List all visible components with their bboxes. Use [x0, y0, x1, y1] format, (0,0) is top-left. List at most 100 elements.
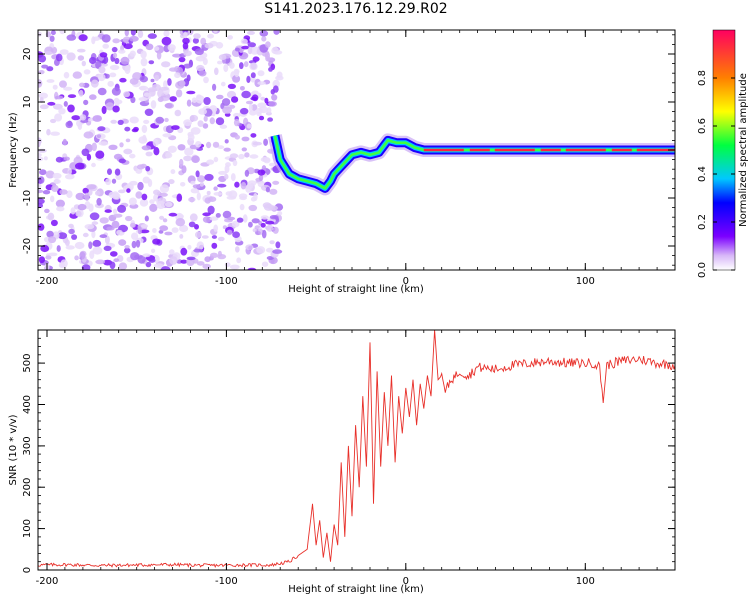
- noise-blob: [70, 207, 76, 215]
- noise-blob: [116, 229, 123, 236]
- noise-blob: [104, 235, 110, 245]
- noise-blob: [137, 255, 146, 264]
- noise-blob: [219, 124, 228, 129]
- noise-blob: [236, 257, 242, 264]
- noise-blob: [153, 46, 160, 51]
- noise-blob: [141, 193, 148, 201]
- noise-blob: [183, 63, 192, 69]
- noise-blob: [234, 47, 240, 52]
- noise-blob: [50, 118, 57, 124]
- noise-blob: [260, 222, 266, 228]
- noise-blob: [77, 48, 86, 53]
- noise-blob: [52, 84, 58, 90]
- noise-blob: [250, 62, 257, 70]
- noise-blob: [269, 188, 278, 195]
- noise-blob: [238, 153, 245, 160]
- noise-blob: [129, 116, 139, 124]
- noise-blob: [141, 145, 152, 151]
- noise-blob: [203, 115, 208, 122]
- noise-blob: [175, 89, 183, 98]
- noise-blob: [38, 138, 42, 147]
- noise-blob: [124, 30, 129, 37]
- noise-blob: [168, 179, 175, 185]
- noise-blob: [145, 165, 151, 172]
- noise-blob: [226, 229, 233, 236]
- spectrogram-x-axis-label: Height of straight line (km): [288, 284, 424, 295]
- noise-blob: [117, 204, 127, 213]
- noise-blob: [91, 221, 99, 225]
- noise-blob: [83, 69, 91, 75]
- noise-blob: [154, 74, 160, 82]
- noise-blob: [38, 176, 45, 184]
- noise-blob: [86, 184, 97, 190]
- noise-blob: [207, 33, 215, 39]
- noise-blob: [270, 89, 275, 95]
- snr-x-axis: -200 -100 0 100: [36, 330, 676, 587]
- noise-blob: [233, 112, 241, 118]
- noise-blob: [59, 80, 67, 88]
- noise-blob: [38, 79, 43, 88]
- noise-blob: [223, 64, 229, 73]
- noise-blob: [54, 95, 64, 100]
- noise-blob: [145, 261, 152, 268]
- noise-blob: [197, 175, 206, 183]
- noise-blob: [39, 169, 47, 176]
- noise-blob: [89, 94, 97, 100]
- noise-blob: [54, 113, 63, 122]
- noise-blob: [47, 101, 56, 106]
- noise-blob: [260, 215, 269, 220]
- noise-blob: [202, 212, 211, 217]
- noise-blob: [217, 236, 225, 242]
- noise-blob: [224, 262, 231, 268]
- noise-blob: [92, 115, 102, 122]
- noise-blob: [217, 145, 225, 150]
- colorbar-label: Normalized spectral amplitude: [738, 73, 749, 227]
- noise-blob: [113, 258, 120, 263]
- noise-blob: [209, 216, 219, 221]
- noise-blob: [273, 30, 280, 35]
- noise-blob: [111, 220, 120, 229]
- noise-blob: [169, 96, 177, 102]
- noise-blob: [159, 192, 168, 197]
- noise-blob: [104, 209, 112, 213]
- noise-blob: [218, 170, 228, 175]
- noise-blob: [74, 241, 85, 250]
- noise-blob: [157, 96, 164, 103]
- noise-blob: [66, 34, 77, 41]
- noise-blob: [174, 109, 182, 117]
- noise-blob: [58, 108, 66, 115]
- noise-blob: [83, 131, 94, 139]
- noise-blob: [251, 94, 259, 102]
- noise-blob: [276, 71, 283, 79]
- noise-blob: [123, 148, 133, 155]
- noise-blob: [147, 33, 157, 39]
- noise-blob: [226, 195, 237, 200]
- noise-blob: [113, 153, 123, 160]
- noise-blob: [118, 189, 126, 194]
- noise-blob: [48, 236, 57, 244]
- noise-blob: [215, 42, 224, 49]
- noise-blob: [63, 86, 73, 91]
- noise-blob: [131, 232, 139, 240]
- noise-blob: [159, 215, 165, 220]
- noise-blob: [67, 94, 77, 98]
- noise-blob: [65, 174, 75, 180]
- noise-blob: [192, 184, 201, 189]
- snr-series-line: [38, 330, 675, 569]
- noise-blob: [138, 136, 148, 144]
- noise-blob: [68, 223, 74, 228]
- noise-blob: [191, 155, 200, 163]
- noise-blob: [167, 145, 177, 153]
- noise-blob: [171, 125, 180, 130]
- noise-blob: [163, 30, 170, 37]
- noise-blob: [84, 192, 90, 201]
- noise-blob: [209, 117, 215, 125]
- noise-blob: [178, 80, 186, 87]
- noise-blob: [143, 119, 150, 124]
- y-tick-label: -10: [22, 190, 33, 206]
- noise-blob: [112, 38, 120, 44]
- noise-blob: [200, 37, 207, 46]
- noise-blob: [186, 256, 196, 261]
- noise-blob: [238, 193, 248, 199]
- noise-blob: [107, 80, 114, 87]
